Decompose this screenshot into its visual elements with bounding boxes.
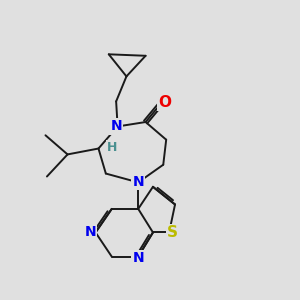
Text: N: N bbox=[110, 119, 122, 134]
Text: N: N bbox=[84, 225, 96, 239]
Text: O: O bbox=[158, 94, 171, 110]
Text: S: S bbox=[167, 225, 178, 240]
Text: N: N bbox=[132, 176, 144, 189]
Text: N: N bbox=[132, 251, 144, 265]
Text: H: H bbox=[106, 141, 117, 154]
